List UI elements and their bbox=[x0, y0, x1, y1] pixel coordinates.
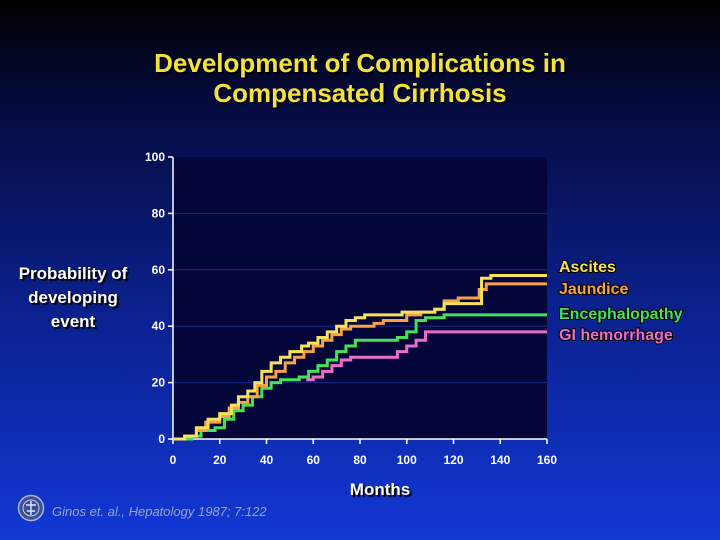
legend-label-ascites: Ascites bbox=[559, 259, 616, 276]
y-axis-label-line-3: event bbox=[50, 312, 96, 331]
legend-label-encephalopathy: Encephalopathy bbox=[559, 306, 683, 323]
y-tick-label: 0 bbox=[158, 432, 165, 446]
y-axis-label-line-1: Probability of bbox=[18, 264, 128, 283]
y-axis-label-line-2: developing bbox=[28, 288, 118, 307]
y-tick-label: 60 bbox=[152, 263, 166, 277]
y-tick-label: 80 bbox=[152, 206, 166, 220]
x-axis-label: Months bbox=[349, 480, 411, 499]
title-line-2: Compensated Cirrhosis bbox=[213, 78, 507, 108]
legend-label-jaundice: Jaundice bbox=[559, 281, 628, 298]
x-tick-label: 140 bbox=[490, 453, 510, 467]
y-tick-label: 100 bbox=[145, 150, 165, 164]
x-tick-label: 60 bbox=[307, 453, 321, 467]
x-tick-label: 160 bbox=[537, 453, 557, 467]
journal-seal-icon bbox=[17, 494, 45, 522]
x-tick-label: 100 bbox=[397, 453, 417, 467]
chart-title: Development of Complications in Compensa… bbox=[0, 48, 720, 108]
x-tick-label: 20 bbox=[213, 453, 227, 467]
title-line-1: Development of Complications in bbox=[154, 48, 566, 78]
x-tick-label: 80 bbox=[353, 453, 367, 467]
x-tick-label: 120 bbox=[443, 453, 463, 467]
series-line-gi-hemorrhage bbox=[306, 330, 547, 382]
plot-area bbox=[173, 157, 547, 439]
series-line-encephalopathy bbox=[173, 313, 547, 441]
legend-label-gi-hemorrhage: GI hemorrhage bbox=[559, 327, 673, 344]
x-tick-label: 40 bbox=[260, 453, 274, 467]
x-tick-label: 0 bbox=[170, 453, 177, 467]
y-tick-label: 20 bbox=[152, 376, 166, 390]
y-tick-label: 40 bbox=[152, 319, 166, 333]
series-line-ascites bbox=[173, 273, 547, 441]
y-axis-label: Probability of developing event bbox=[8, 262, 138, 334]
citation: Ginos et. al., Hepatology 1987; 7:122 bbox=[52, 504, 267, 519]
